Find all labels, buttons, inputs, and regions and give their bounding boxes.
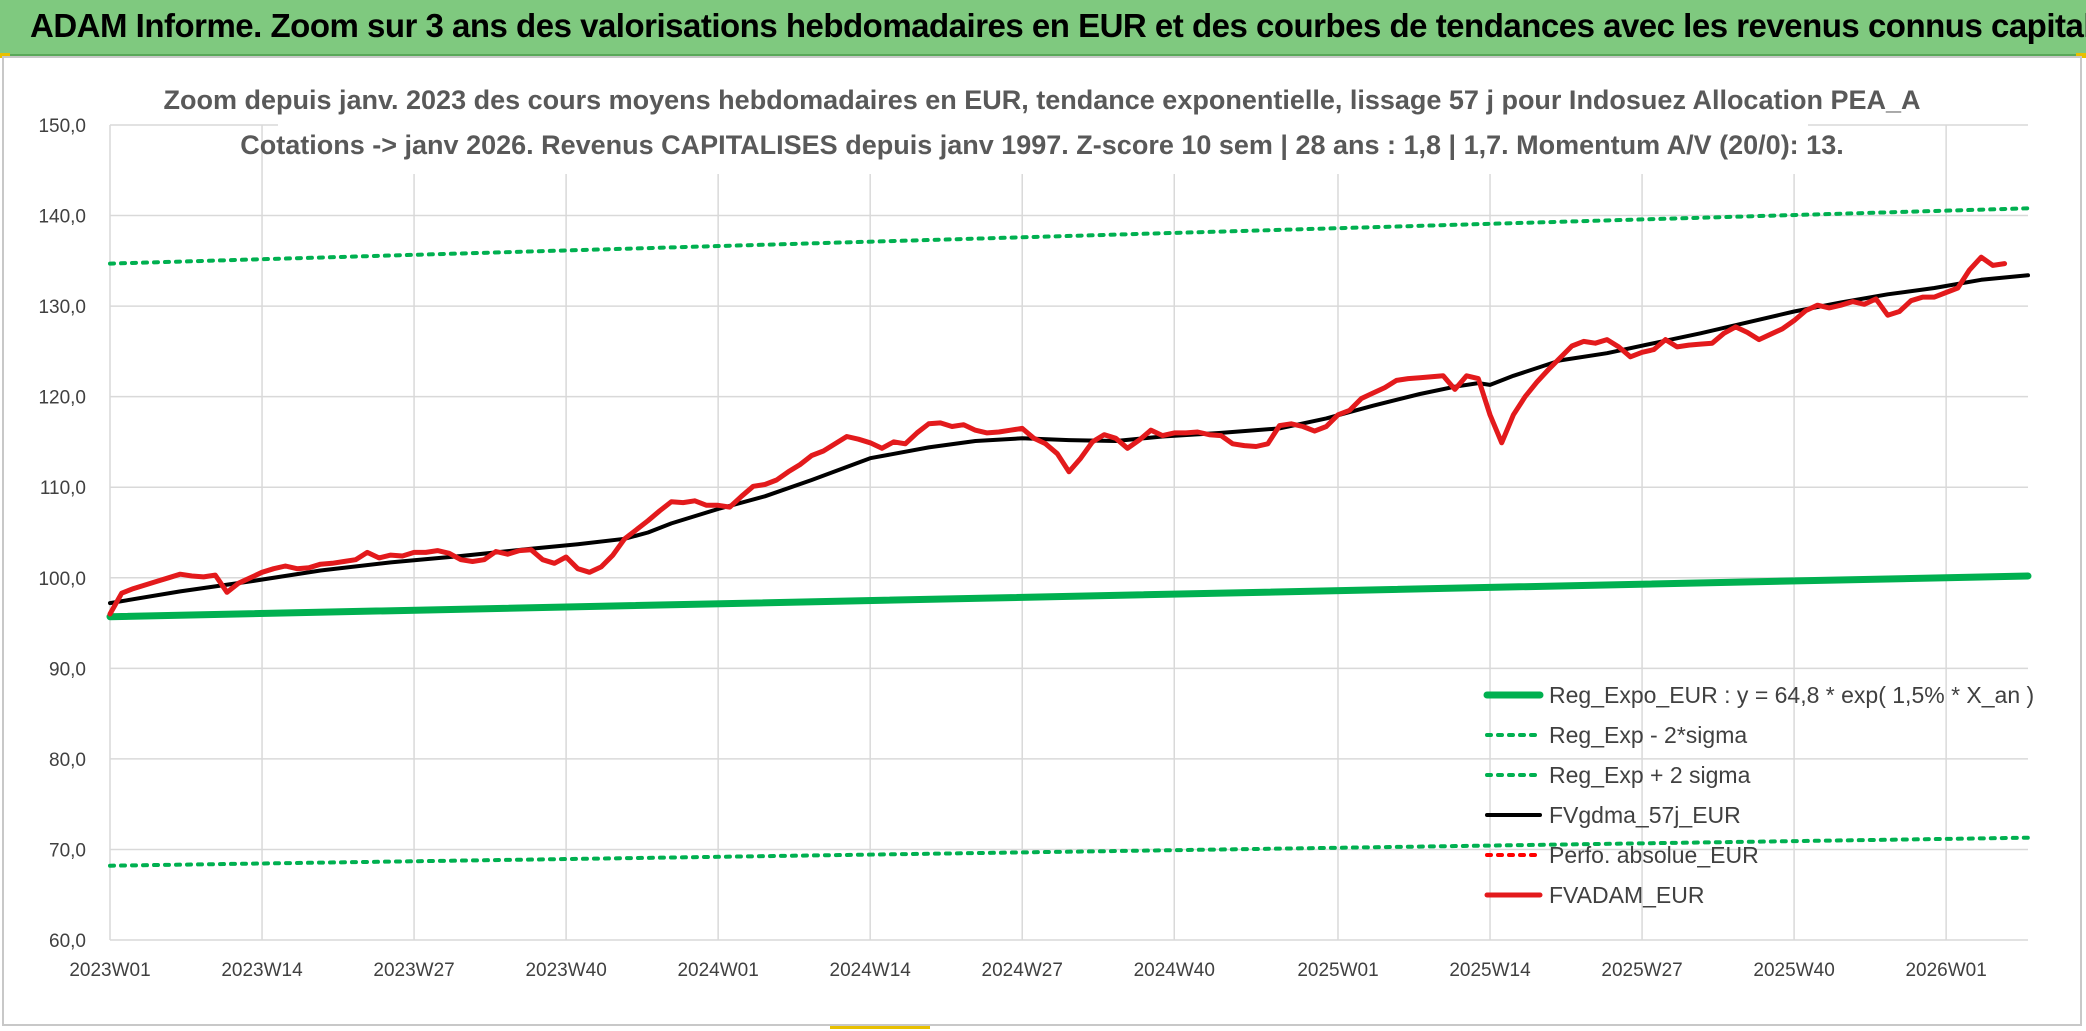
y-tick-label: 150,0 [38,116,86,137]
report-title: ADAM Informe. Zoom sur 3 ans des valoris… [30,7,2086,44]
y-tick-label: 90,0 [49,659,86,680]
y-tick-label: 80,0 [49,750,86,771]
title-background [278,82,1808,174]
x-tick-label: 2024W27 [982,960,1063,981]
axes: 60,0 70,0 80,0 90,0 100,0 110,0 120,0 130,0 140,… [38,116,1986,981]
series-line-5 [107,254,2008,617]
x-tick-label: 2026W01 [1905,960,1986,981]
x-tick-label: 2024W40 [1134,960,1215,981]
x-tick-label: 2023W27 [373,960,454,981]
y-tick-label: 130,0 [38,297,86,318]
y-tick-label: 120,0 [38,388,86,409]
legend-label: FVgdma_57j_EUR [1549,802,1741,828]
x-tick-label: 2023W14 [221,960,303,981]
y-tick-label: 140,0 [38,207,86,228]
x-tick-label: 2025W40 [1753,960,1834,981]
x-tick-label: 2024W14 [830,960,912,981]
legend-label: Reg_Exp - 2*sigma [1549,722,1747,748]
chart-subtitle: Cotations -> janv 2026. Revenus CAPITALI… [240,130,1843,160]
x-tick-label: 2023W40 [525,960,606,981]
bottom-marker [830,1026,930,1029]
y-tick-label: 110,0 [40,478,86,499]
legend-label: Reg_Exp + 2 sigma [1549,762,1751,788]
y-tick-label: 100,0 [38,569,86,590]
legend: Reg_Expo_EUR : y = 64,8 * exp( 1,5% * X_… [1483,682,2034,908]
x-tick-label: 2025W01 [1297,960,1378,981]
series-line-1 [108,835,2030,868]
legend-label: FVADAM_EUR [1549,882,1705,908]
report-header: ADAM Informe. Zoom sur 3 ans des valoris… [0,0,2086,56]
chart-title: Zoom depuis janv. 2023 des cours moyens … [164,85,1921,115]
y-tick-label: 70,0 [49,840,86,861]
series-lines [106,206,2032,868]
x-tick-label: 2025W14 [1449,960,1531,981]
series-line-2 [108,206,2030,266]
x-tick-label: 2025W27 [1601,960,1682,981]
corner-marker [0,53,10,58]
y-tick-label: 60,0 [49,931,86,952]
x-tick-label: 2023W01 [69,960,150,981]
legend-label: Perfo. absolue_EUR [1549,842,1759,868]
x-tick-label: 2024W01 [677,960,758,981]
chart-frame [2,56,2082,1026]
legend-label: Reg_Expo_EUR : y = 64,8 * exp( 1,5% * X_… [1549,682,2034,708]
corner-marker [2076,53,2086,58]
chart-titles: Zoom depuis janv. 2023 des cours moyens … [164,82,1921,174]
series-line-0 [106,572,2032,621]
